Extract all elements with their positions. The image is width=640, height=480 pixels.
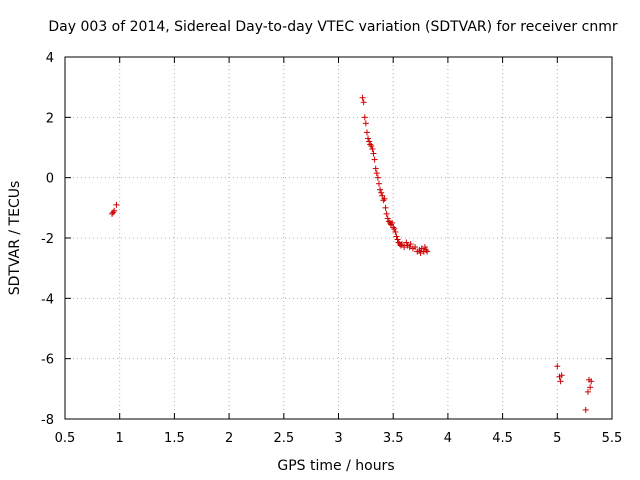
data-point bbox=[111, 207, 118, 214]
data-point bbox=[371, 156, 378, 163]
data-point bbox=[360, 99, 367, 106]
y-tick-label: 4 bbox=[46, 51, 54, 66]
data-point bbox=[407, 241, 414, 248]
data-point bbox=[374, 174, 381, 181]
data-point bbox=[362, 120, 369, 127]
data-points bbox=[109, 94, 595, 413]
data-point bbox=[391, 225, 398, 232]
data-point bbox=[389, 219, 396, 226]
data-point bbox=[412, 244, 419, 251]
x-tick-label: 5 bbox=[553, 431, 561, 446]
data-point bbox=[379, 192, 386, 199]
data-point bbox=[584, 388, 591, 395]
y-axis-label: SDTVAR / TECUs bbox=[7, 181, 23, 296]
x-tick-label: 3.5 bbox=[383, 431, 404, 446]
data-point bbox=[393, 233, 400, 240]
data-point bbox=[588, 378, 595, 385]
data-point bbox=[557, 378, 564, 385]
data-point bbox=[394, 236, 401, 243]
data-point bbox=[383, 210, 390, 217]
data-point bbox=[417, 250, 424, 257]
data-point bbox=[424, 248, 431, 255]
data-point bbox=[398, 241, 405, 248]
data-point bbox=[382, 204, 389, 211]
x-tick-label: 4 bbox=[444, 431, 452, 446]
data-point bbox=[363, 129, 370, 136]
y-tick-label: -6 bbox=[41, 353, 54, 368]
data-point bbox=[365, 135, 372, 142]
x-tick-label: 1 bbox=[116, 431, 124, 446]
x-tick-label: 4.5 bbox=[492, 431, 513, 446]
data-point bbox=[370, 150, 377, 157]
data-point bbox=[113, 201, 120, 208]
x-tick-label: 1.5 bbox=[164, 431, 185, 446]
data-point bbox=[110, 209, 117, 216]
data-point bbox=[418, 245, 425, 252]
x-tick-label: 2.5 bbox=[273, 431, 294, 446]
x-tick-label: 3 bbox=[334, 431, 342, 446]
axis-ticks: 0.5 1 1.5 2 2.5 3 3.5 4 4.5 5 5.5 4 2 0 -2 -4 -6 -8 bbox=[41, 51, 622, 446]
data-point bbox=[582, 406, 589, 413]
data-point bbox=[401, 244, 408, 251]
chart-title: Day 003 of 2014, Sidereal Day-to-day VTE… bbox=[48, 19, 617, 35]
data-point bbox=[558, 372, 565, 379]
data-point bbox=[403, 239, 410, 246]
data-point bbox=[373, 170, 380, 177]
data-point bbox=[361, 114, 368, 121]
data-point bbox=[372, 165, 379, 172]
x-tick-label: 5.5 bbox=[602, 431, 623, 446]
y-tick-label: 0 bbox=[46, 172, 54, 187]
data-point bbox=[368, 142, 375, 149]
data-point bbox=[587, 384, 594, 391]
x-tick-label: 0.5 bbox=[55, 431, 76, 446]
data-point bbox=[421, 244, 428, 251]
y-tick-label: -2 bbox=[41, 232, 54, 247]
y-tick-label: 2 bbox=[46, 111, 54, 126]
data-point bbox=[375, 180, 382, 187]
data-point bbox=[381, 195, 388, 202]
x-tick-label: 2 bbox=[225, 431, 233, 446]
y-tick-label: -8 bbox=[41, 413, 54, 428]
data-point bbox=[380, 197, 387, 204]
y-tick-label: -4 bbox=[41, 292, 54, 307]
data-point bbox=[378, 189, 385, 196]
data-point bbox=[406, 244, 413, 251]
data-point bbox=[369, 146, 376, 153]
data-point bbox=[377, 186, 384, 193]
data-point bbox=[366, 138, 373, 145]
data-point bbox=[384, 215, 391, 222]
grid bbox=[65, 57, 612, 419]
data-point bbox=[554, 363, 561, 370]
data-point bbox=[359, 94, 366, 101]
data-point bbox=[392, 228, 399, 235]
x-axis-label: GPS time / hours bbox=[277, 458, 394, 474]
